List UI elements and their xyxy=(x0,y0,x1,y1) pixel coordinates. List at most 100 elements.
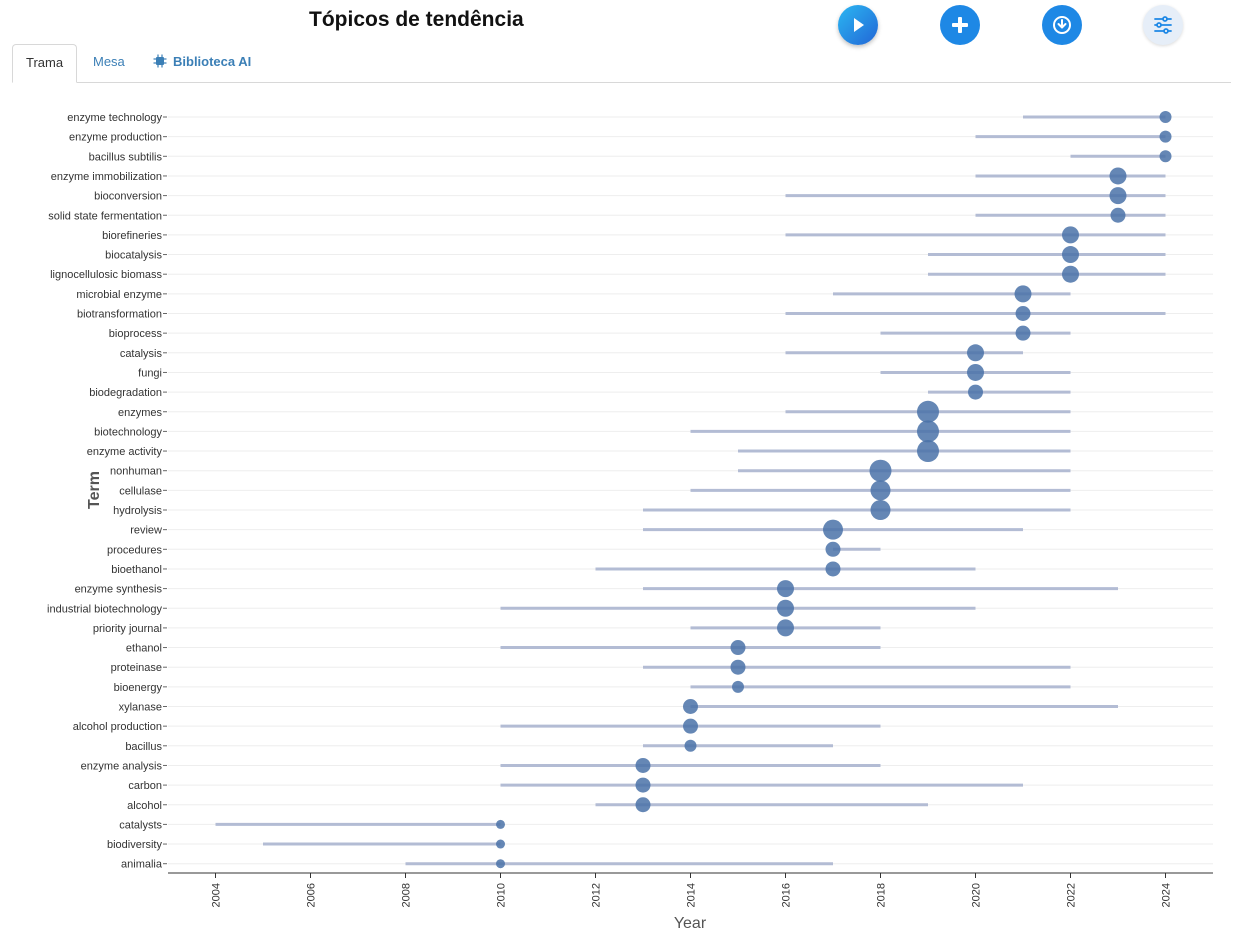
y-tick-label: bacillus subtilis xyxy=(89,151,163,163)
y-tick-label: biotechnology xyxy=(94,426,162,438)
y-tick-label: enzyme production xyxy=(69,132,162,144)
y-tick-label: enzyme synthesis xyxy=(75,584,163,596)
tab-mesa[interactable]: Mesa xyxy=(80,44,138,82)
y-tick-label: ethanol xyxy=(126,643,162,655)
tab-label: Mesa xyxy=(93,54,125,69)
download-button[interactable] xyxy=(1042,5,1082,45)
data-point[interactable] xyxy=(1062,226,1079,244)
data-point[interactable] xyxy=(635,757,651,773)
data-point[interactable] xyxy=(1015,325,1031,341)
y-tick-label: bioethanol xyxy=(111,564,162,576)
y-tick-label: enzyme activity xyxy=(87,446,163,458)
y-tick-label: bacillus xyxy=(125,741,162,753)
data-point[interactable] xyxy=(1159,150,1172,163)
y-tick-label: xylanase xyxy=(119,702,162,714)
data-point[interactable] xyxy=(1062,246,1079,264)
y-tick-label: proteinase xyxy=(111,662,162,674)
play-button[interactable] xyxy=(838,5,878,45)
plus-icon xyxy=(952,17,968,33)
x-tick-label: 2012 xyxy=(591,883,603,907)
x-tick-label: 2004 xyxy=(211,883,223,907)
play-icon xyxy=(854,18,864,32)
data-point[interactable] xyxy=(917,400,939,423)
data-point[interactable] xyxy=(1015,306,1031,321)
x-tick-label: 2006 xyxy=(306,883,318,907)
y-tick-label: biodiversity xyxy=(107,839,163,851)
y-tick-label: nonhuman xyxy=(110,466,162,478)
y-tick-label: carbon xyxy=(128,780,162,792)
data-point[interactable] xyxy=(870,480,891,501)
y-tick-label: fungi xyxy=(138,367,162,379)
y-tick-label: solid state fermentation xyxy=(48,210,162,222)
data-point[interactable] xyxy=(823,519,843,540)
data-point[interactable] xyxy=(635,777,651,793)
y-tick-label: animalia xyxy=(121,859,163,871)
data-point[interactable] xyxy=(496,859,505,869)
data-point[interactable] xyxy=(917,420,939,443)
tab-label: Trama xyxy=(26,55,64,70)
download-icon xyxy=(1053,16,1071,34)
data-point[interactable] xyxy=(869,459,892,482)
data-point[interactable] xyxy=(777,580,794,598)
y-tick-label: cellulase xyxy=(119,485,162,497)
page-title: Tópicos de tendência xyxy=(309,8,524,31)
x-tick-label: 2020 xyxy=(971,883,983,907)
settings-button[interactable] xyxy=(1143,5,1183,45)
y-tick-label: enzyme analysis xyxy=(81,760,163,772)
data-point[interactable] xyxy=(968,384,983,400)
data-point[interactable] xyxy=(1109,187,1127,205)
tab-label: Biblioteca AI xyxy=(173,54,252,69)
chip-icon xyxy=(153,54,167,68)
y-tick-label: enzyme immobilization xyxy=(51,171,162,183)
tab-biblioteca-ai[interactable]: Biblioteca AI xyxy=(140,44,264,82)
data-point[interactable] xyxy=(683,718,698,734)
data-point[interactable] xyxy=(870,500,891,520)
y-axis-title: Term xyxy=(86,471,103,509)
y-tick-label: bioprocess xyxy=(109,328,163,340)
y-tick-label: microbial enzyme xyxy=(76,289,162,301)
sliders-icon xyxy=(1154,16,1172,34)
y-tick-label: catalysis xyxy=(120,348,163,360)
data-point[interactable] xyxy=(730,640,746,656)
x-tick-label: 2018 xyxy=(876,883,888,907)
data-point[interactable] xyxy=(825,561,841,577)
y-tick-label: enzyme technology xyxy=(67,112,162,124)
x-axis-title: Year xyxy=(674,915,707,932)
data-point[interactable] xyxy=(1062,265,1079,283)
y-tick-label: enzymes xyxy=(118,407,163,419)
data-point[interactable] xyxy=(684,739,697,752)
data-point[interactable] xyxy=(1109,167,1127,185)
x-tick-label: 2014 xyxy=(686,883,698,907)
data-point[interactable] xyxy=(967,344,984,362)
y-tick-label: biotransformation xyxy=(77,309,162,321)
data-point[interactable] xyxy=(635,797,651,813)
data-point[interactable] xyxy=(496,819,505,829)
data-point[interactable] xyxy=(825,541,841,557)
y-tick-label: alcohol production xyxy=(73,721,162,733)
x-tick-label: 2022 xyxy=(1066,883,1078,907)
view-tabs: Trama Mesa Biblioteca AI xyxy=(12,44,1231,83)
add-button[interactable] xyxy=(940,5,980,45)
data-point[interactable] xyxy=(496,839,505,849)
tab-trama[interactable]: Trama xyxy=(12,44,78,83)
data-point[interactable] xyxy=(967,363,984,381)
y-tick-label: catalysts xyxy=(119,819,162,831)
data-point[interactable] xyxy=(777,599,794,617)
y-tick-label: biorefineries xyxy=(102,230,162,242)
y-tick-label: hydrolysis xyxy=(113,505,162,517)
x-tick-label: 2010 xyxy=(496,883,508,907)
data-point[interactable] xyxy=(917,440,939,463)
data-point[interactable] xyxy=(1110,207,1126,223)
data-point[interactable] xyxy=(730,659,746,675)
data-point[interactable] xyxy=(1014,285,1032,303)
x-tick-label: 2016 xyxy=(781,883,793,907)
y-tick-label: biocatalysis xyxy=(105,250,162,262)
data-point[interactable] xyxy=(1159,111,1172,123)
data-point[interactable] xyxy=(732,680,744,693)
y-tick-label: procedures xyxy=(107,544,163,556)
data-point[interactable] xyxy=(777,619,794,637)
data-point[interactable] xyxy=(1159,130,1172,143)
y-tick-label: bioenergy xyxy=(114,682,163,694)
data-point[interactable] xyxy=(683,699,698,714)
